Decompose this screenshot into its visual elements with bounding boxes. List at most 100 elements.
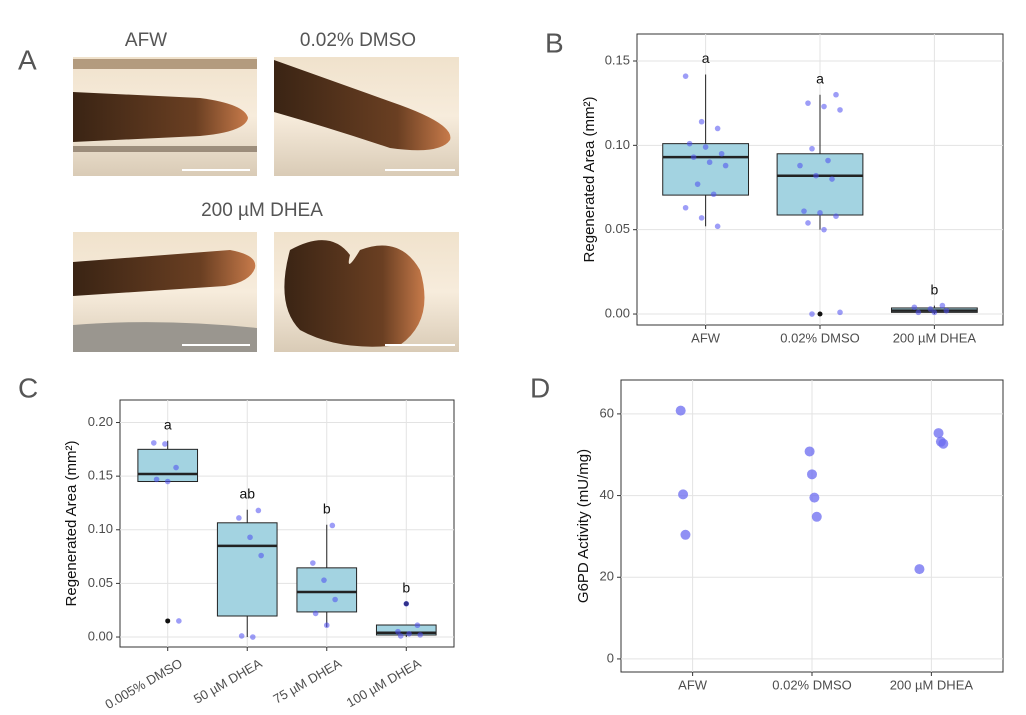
point (403, 600, 410, 607)
point (710, 191, 717, 198)
y-tick-label: 20 (600, 569, 614, 584)
point (329, 522, 336, 529)
point (804, 446, 815, 457)
x-tick-label: 100 µM DHEA (344, 655, 424, 710)
point (258, 552, 264, 559)
y-axis-title: Regenerated Area (mm²) (581, 97, 598, 263)
point (714, 223, 721, 230)
point (395, 628, 401, 635)
point (397, 633, 404, 639)
point (686, 140, 693, 147)
point (797, 162, 803, 169)
y-tick-label: 0.10 (88, 521, 113, 536)
point (417, 632, 424, 638)
point (690, 154, 697, 160)
point (680, 529, 691, 540)
point (312, 610, 319, 617)
point (247, 534, 253, 541)
point (176, 618, 182, 624)
box (776, 153, 864, 216)
panel-label: D (530, 372, 550, 403)
point (833, 91, 839, 98)
point (837, 309, 843, 316)
point (801, 208, 807, 214)
significance-letter: a (164, 416, 172, 432)
x-tick-label: 200 µM DHEA (893, 330, 977, 345)
box (375, 624, 437, 636)
point (694, 181, 701, 187)
y-tick-label: 0.15 (88, 468, 113, 483)
y-tick-label: 0.05 (88, 575, 113, 590)
micrograph (274, 232, 459, 352)
panel-a: A AFW 0.02% DMSO 200 µM DHEA (18, 30, 459, 352)
y-tick-label: 0.20 (88, 414, 113, 429)
point (150, 440, 157, 446)
x-tick-label: 50 µM DHEA (191, 655, 265, 706)
y-axis-title: Regenerated Area (mm²) (63, 441, 80, 607)
x-tick-label: AFW (678, 677, 708, 692)
y-tick-label: 0.15 (605, 52, 630, 67)
point (153, 476, 160, 483)
point (829, 176, 835, 182)
point (927, 306, 934, 312)
box (216, 522, 278, 617)
significance-letter: a (702, 50, 710, 66)
image-caption: 200 µM DHEA (201, 200, 323, 221)
y-axis-title: G6PD Activity (mU/mg) (575, 449, 592, 603)
point (837, 107, 843, 113)
point (833, 213, 839, 219)
point (714, 125, 721, 132)
point (414, 622, 421, 629)
point (238, 633, 245, 639)
point (173, 464, 179, 471)
y-tick-label: 0.05 (605, 221, 630, 236)
point (914, 564, 925, 575)
point (915, 309, 922, 316)
outlier (817, 311, 823, 317)
box (137, 448, 199, 483)
box (662, 143, 750, 196)
point (332, 596, 338, 603)
point (678, 489, 689, 500)
image-caption: 0.02% DMSO (300, 30, 416, 51)
x-tick-label: 75 µM DHEA (271, 655, 345, 706)
point (236, 515, 242, 521)
panel-label: C (18, 372, 38, 403)
significance-letter: ab (239, 485, 255, 501)
micrograph (274, 57, 459, 176)
point (718, 150, 725, 157)
point (722, 162, 729, 169)
point (939, 302, 946, 309)
point (933, 428, 944, 439)
outlier (165, 618, 171, 624)
x-tick-label: 0.02% DMSO (780, 330, 859, 345)
micrograph (73, 57, 257, 176)
point (162, 441, 168, 447)
point (675, 405, 686, 416)
x-tick-label: 200 µM DHEA (890, 677, 974, 692)
point (809, 492, 820, 503)
point (323, 622, 330, 629)
point (682, 204, 689, 211)
significance-letter: b (930, 281, 938, 297)
point (698, 118, 705, 125)
point (807, 469, 817, 480)
point (821, 226, 827, 233)
point (706, 159, 713, 166)
box (296, 567, 358, 613)
point (811, 511, 822, 522)
point (682, 73, 689, 79)
significance-letter: a (816, 70, 824, 86)
point (406, 631, 412, 637)
point (813, 172, 819, 179)
point (255, 507, 262, 514)
panel-label: B (545, 27, 564, 58)
x-tick-label: 0.02% DMSO (772, 677, 851, 692)
point (321, 577, 327, 583)
point (817, 210, 823, 216)
y-tick-label: 0 (607, 650, 614, 665)
image-caption: AFW (125, 30, 167, 51)
point (821, 103, 827, 110)
point (805, 100, 811, 106)
y-tick-label: 0.00 (88, 628, 113, 643)
